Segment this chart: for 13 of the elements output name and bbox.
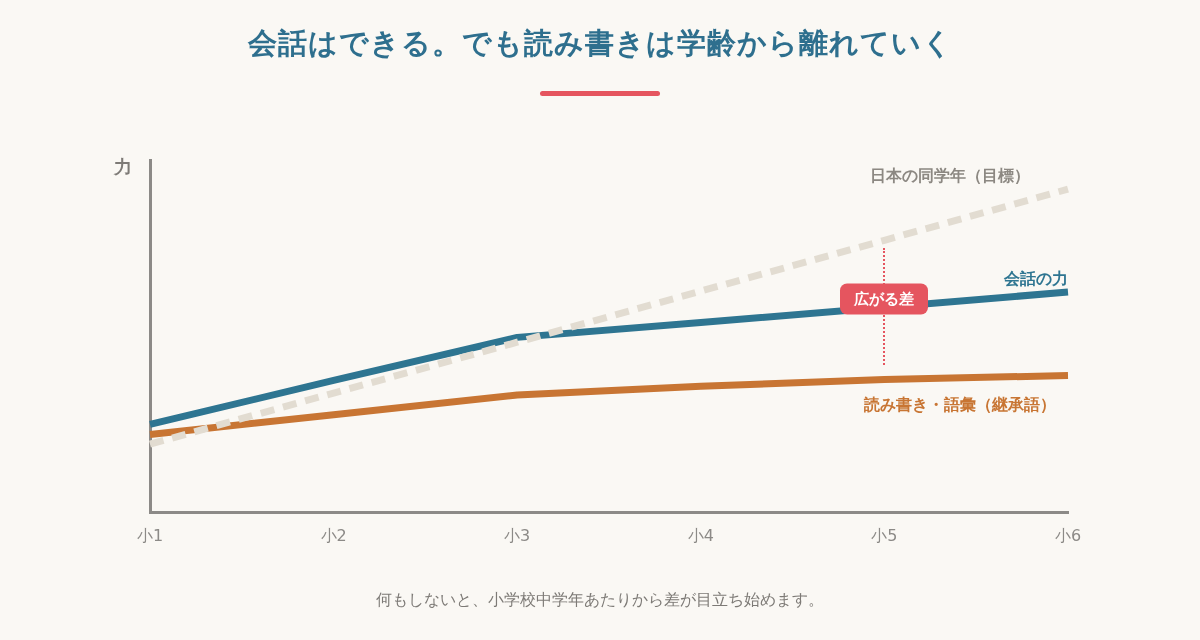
text: 何もしないと、小学校中学年あたりから差が目立ち始めます。: [375, 590, 825, 611]
y-axis-title: 力: [113, 155, 132, 177]
series-label: 会話の力: [1003, 269, 1068, 289]
x-tick-label: 小4: [687, 525, 714, 545]
series-label: 日本の同学年（目標）: [870, 166, 1030, 186]
series-label: 読み書き・語彙（継承語）: [863, 394, 1056, 414]
x-tick-label: 小3: [504, 525, 531, 545]
x-tick-label: 小1: [136, 525, 164, 545]
chart-title: 会話はできる。でも読み書きは学齢から離れていく: [246, 25, 954, 62]
x-tick-label: 小2: [320, 525, 347, 545]
x-tick-label: 小5: [871, 525, 898, 545]
annotation: 広がる差: [840, 283, 929, 315]
x-tick-label: 小6: [1054, 525, 1082, 545]
